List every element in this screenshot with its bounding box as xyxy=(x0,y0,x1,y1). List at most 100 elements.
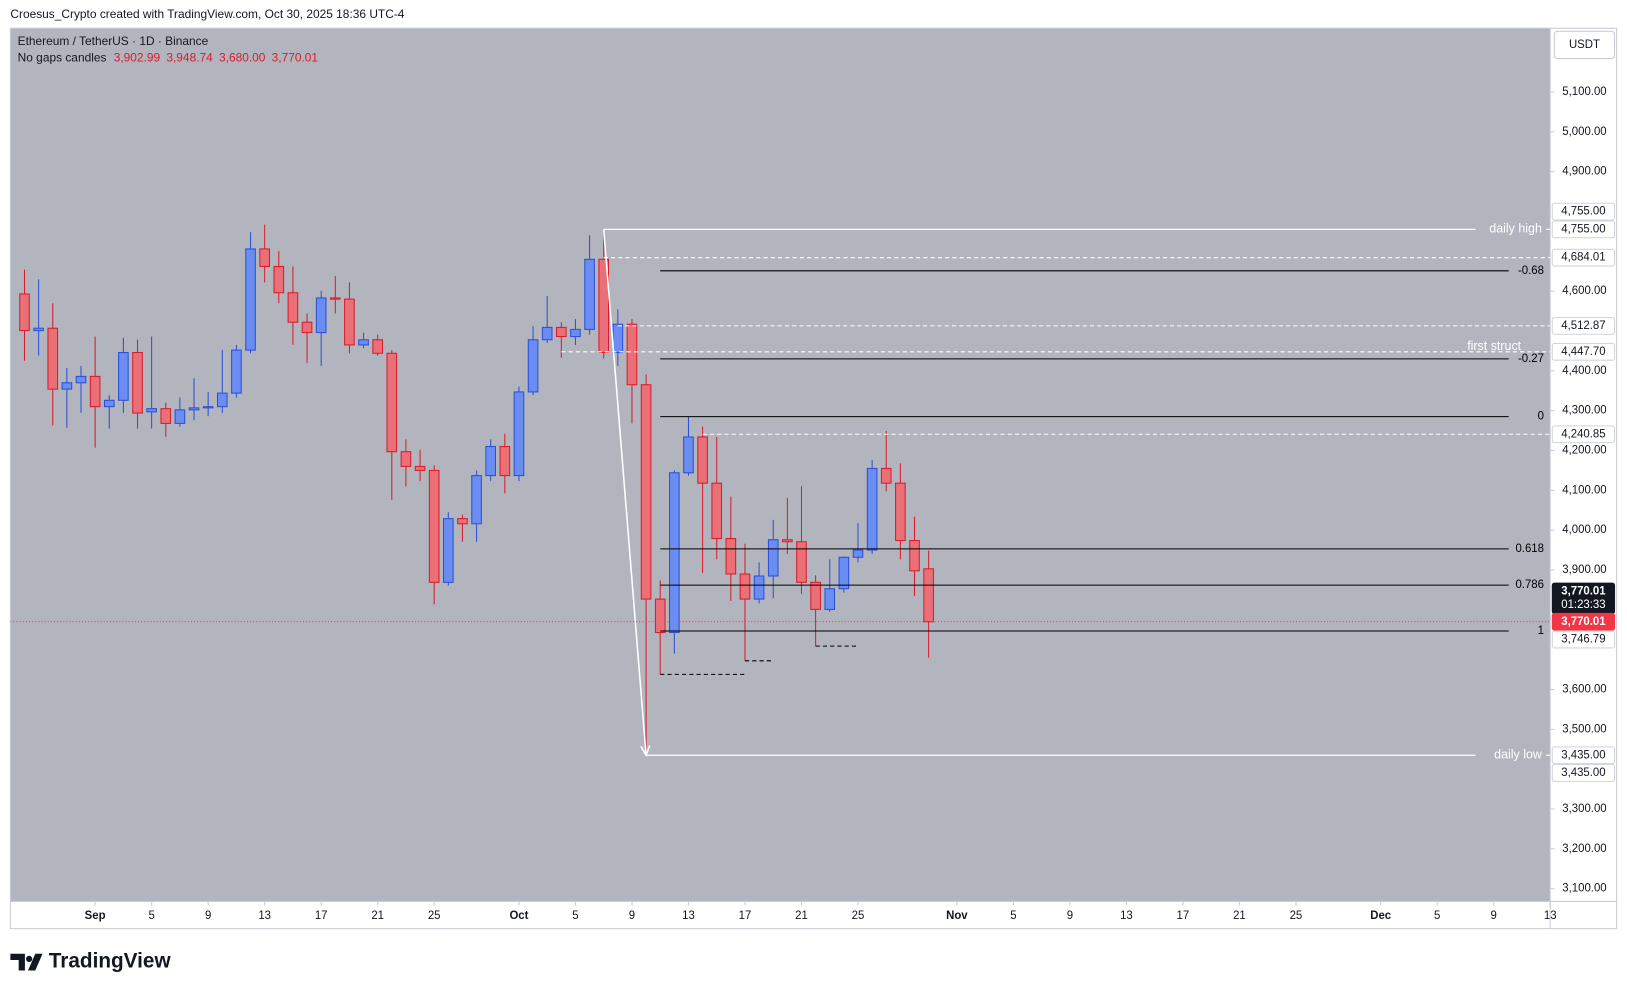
x-tick-label: Sep xyxy=(85,910,106,922)
candle-body xyxy=(909,539,920,572)
level-label: first struct xyxy=(1467,339,1521,353)
price-label: 4,447.70 xyxy=(1561,346,1605,358)
candle-body xyxy=(259,248,270,267)
x-tick-label: 21 xyxy=(371,910,384,922)
fib-label: 0.786 xyxy=(1515,579,1544,591)
candle-body xyxy=(739,573,751,600)
y-tick-label: 3,900.00 xyxy=(1562,564,1606,576)
key-level-label: daily low xyxy=(1494,748,1543,762)
candle-body xyxy=(612,323,624,354)
price-label: 3,746.79 xyxy=(1561,634,1605,646)
candle-body xyxy=(61,382,73,390)
candle-body xyxy=(499,445,511,477)
x-tick-label: 13 xyxy=(258,910,271,922)
candle-body xyxy=(654,598,666,634)
price-label: 4,755.00 xyxy=(1561,223,1605,235)
currency[interactable]: USDT xyxy=(1569,39,1600,51)
x-tick-label: 13 xyxy=(1120,910,1133,922)
x-tick-label: 17 xyxy=(1177,910,1190,922)
candle-body xyxy=(414,465,426,471)
x-tick-label: 13 xyxy=(682,910,695,922)
arrow-head xyxy=(640,745,651,758)
ohlc-value: 3,948.74 xyxy=(166,51,213,65)
candle-body xyxy=(372,339,383,354)
x-tick-label: 9 xyxy=(629,910,635,922)
y-tick-label: 4,100.00 xyxy=(1562,484,1606,496)
fib-label: 1 xyxy=(1538,625,1544,637)
y-tick-label: 3,200.00 xyxy=(1562,843,1606,855)
x-tick-label: 25 xyxy=(428,910,441,922)
x-tick-label: 17 xyxy=(315,910,328,922)
candle-body xyxy=(33,327,44,332)
candle-body xyxy=(711,482,723,540)
x-tick-label: 5 xyxy=(572,910,578,922)
price-label-box xyxy=(1551,220,1616,239)
candle-body xyxy=(866,467,878,551)
candle-body xyxy=(527,339,539,393)
chart-title: Ethereum / TetherUS · 1D · Binance xyxy=(18,34,209,48)
price-label: 4,240.85 xyxy=(1561,428,1605,440)
candle-body xyxy=(782,539,793,543)
x-tick-label: 21 xyxy=(1233,910,1246,922)
candle-body xyxy=(838,556,850,590)
price-label-box xyxy=(1551,612,1616,631)
candle-body xyxy=(753,575,765,600)
fib-label: -0.27 xyxy=(1518,353,1544,365)
candle-body xyxy=(457,518,468,525)
candle-body xyxy=(895,482,906,542)
y-tick-label: 3,500.00 xyxy=(1562,723,1606,735)
y-tick-label: 4,900.00 xyxy=(1562,166,1606,178)
x-tick-label: 25 xyxy=(1290,910,1303,922)
x-tick-label: 25 xyxy=(852,910,865,922)
candle-body xyxy=(513,391,525,477)
candle-body xyxy=(697,436,708,484)
candle-body xyxy=(810,581,821,610)
price-label: 4,684.01 xyxy=(1561,252,1605,264)
logo: TradingView xyxy=(10,950,171,973)
candle-body xyxy=(132,351,143,414)
candle-body xyxy=(344,298,355,346)
logo-icon xyxy=(10,953,43,971)
candle-body xyxy=(89,375,101,408)
plot-area xyxy=(10,28,1551,902)
candle-body xyxy=(47,327,59,390)
price-label: 3,770.01 xyxy=(1561,585,1606,597)
candle-body xyxy=(485,445,497,477)
candle-body xyxy=(428,469,440,583)
candle-body xyxy=(160,408,172,424)
ohlc-value: 3,680.00 xyxy=(219,51,266,65)
candle-body xyxy=(400,451,412,467)
currency-button[interactable] xyxy=(1553,30,1616,60)
key-level-label: daily high xyxy=(1489,222,1542,236)
price-label-box xyxy=(1551,202,1616,221)
x-tick-label: 5 xyxy=(1434,910,1440,922)
candle-body xyxy=(669,472,680,634)
price-label: 3,435.00 xyxy=(1561,767,1605,779)
candle-body xyxy=(19,293,30,332)
candle-body xyxy=(626,323,638,386)
candle-body xyxy=(640,384,652,600)
candle-body xyxy=(103,399,115,408)
candle-body xyxy=(329,297,341,300)
price-label-box xyxy=(1551,630,1616,649)
price-label-box xyxy=(1551,425,1616,444)
logo-text: TradingView xyxy=(49,950,172,973)
ohlc-value: 3,770.01 xyxy=(272,51,319,65)
candle-body xyxy=(358,339,369,346)
candle-body xyxy=(202,406,214,409)
x-tick-label: 9 xyxy=(1067,910,1073,922)
candle-body xyxy=(188,407,200,411)
candle-body xyxy=(725,538,737,575)
candle-body xyxy=(541,326,553,341)
candle-body xyxy=(174,409,186,424)
y-tick-label: 5,000.00 xyxy=(1562,126,1606,138)
credit: Croesus_Crypto created with TradingView.… xyxy=(10,7,404,21)
x-tick-label: 9 xyxy=(205,910,211,922)
candle-body xyxy=(75,375,87,384)
x-tick-label: Dec xyxy=(1370,910,1392,922)
candle-body xyxy=(231,349,242,394)
candle-body xyxy=(273,265,285,294)
fib-label: -0.68 xyxy=(1518,265,1544,277)
x-tick-label: 17 xyxy=(739,910,752,922)
